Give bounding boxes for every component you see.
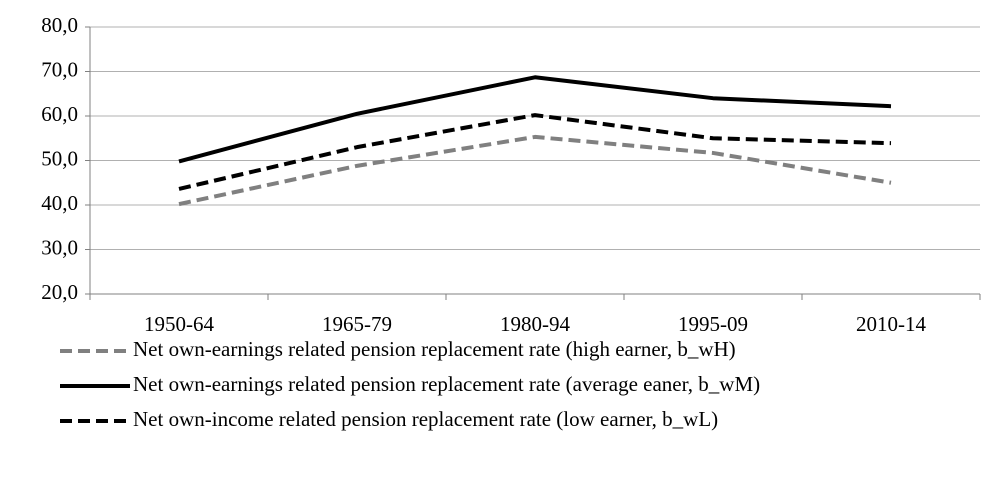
- x-tick-label: 1980-94: [500, 312, 570, 336]
- legend-label: Net own-earnings related pension replace…: [133, 372, 760, 396]
- y-tick-label: 80,0: [41, 13, 78, 37]
- legend-label: Net own-earnings related pension replace…: [133, 337, 736, 361]
- y-tick-label: 40,0: [41, 191, 78, 215]
- y-tick-label: 70,0: [41, 57, 78, 81]
- series-line: [178, 113, 892, 191]
- y-tick-label: 50,0: [41, 146, 78, 170]
- y-tick-label: 20,0: [41, 280, 78, 304]
- x-tick-label: 1995-09: [678, 312, 748, 336]
- legend-label: Net own-income related pension replaceme…: [133, 407, 718, 431]
- series-line: [178, 75, 892, 164]
- y-tick-label: 30,0: [41, 235, 78, 259]
- x-tick-label: 1950-64: [144, 312, 214, 336]
- series-line: [178, 134, 892, 207]
- y-tick-label: 60,0: [41, 102, 78, 126]
- x-tick-label: 1965-79: [322, 312, 392, 336]
- x-tick-label: 2010-14: [856, 312, 926, 336]
